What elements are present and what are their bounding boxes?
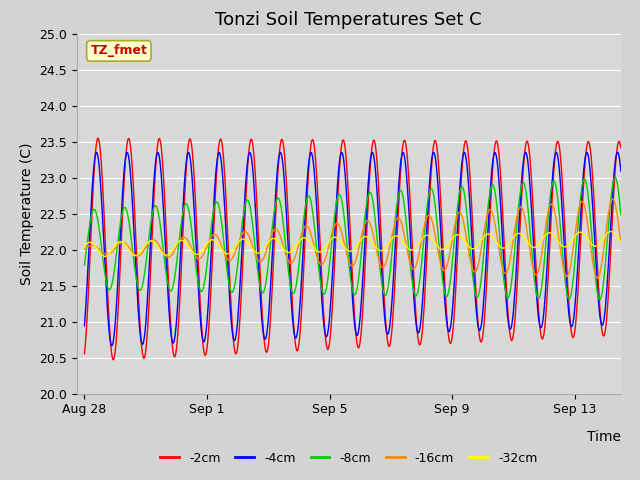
Y-axis label: Soil Temperature (C): Soil Temperature (C) [20, 143, 34, 285]
Text: Time: Time [587, 430, 621, 444]
Text: TZ_fmet: TZ_fmet [90, 44, 147, 58]
Title: Tonzi Soil Temperatures Set C: Tonzi Soil Temperatures Set C [216, 11, 482, 29]
Legend: -2cm, -4cm, -8cm, -16cm, -32cm: -2cm, -4cm, -8cm, -16cm, -32cm [156, 447, 542, 469]
